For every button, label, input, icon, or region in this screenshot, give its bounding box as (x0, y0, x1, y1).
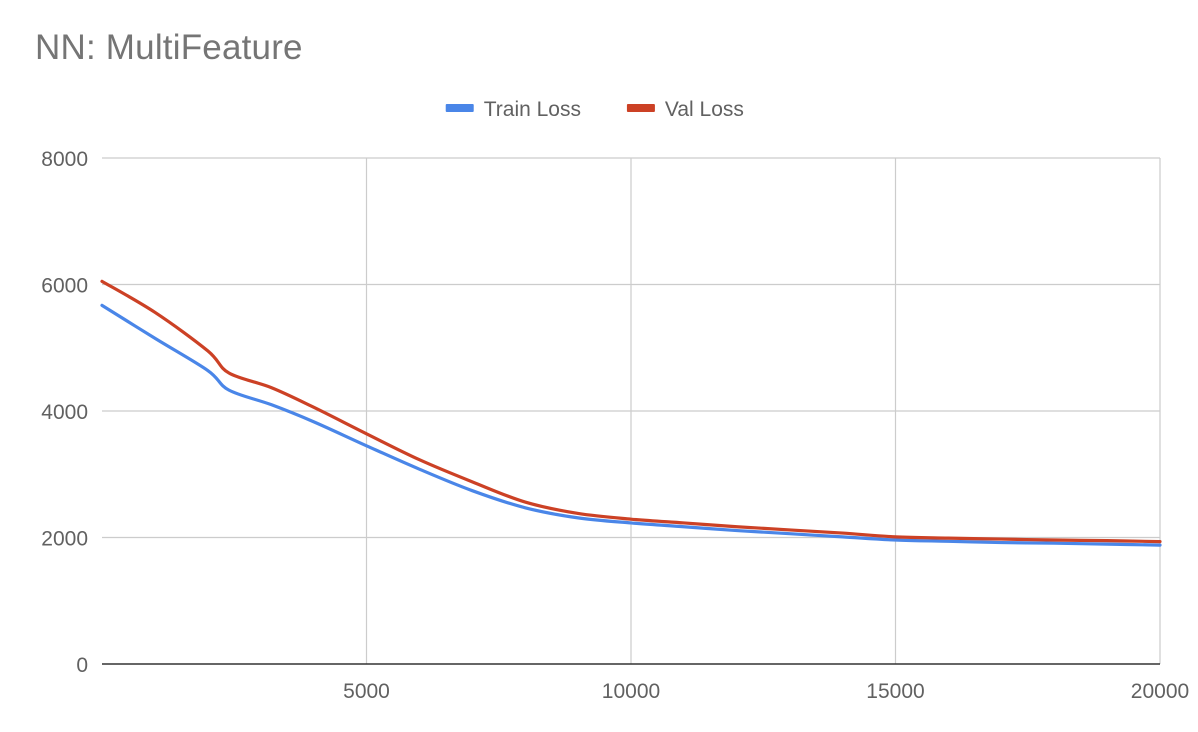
tick-labels: 0 2000 4000 6000 8000 5000 10000 15000 20000 (41, 148, 1189, 703)
grid-lines (102, 157, 1161, 664)
chart-title: NN: MultiFeature (35, 28, 303, 67)
legend: Train Loss Val Loss (445, 98, 744, 121)
x-tick-label-5000: 5000 (343, 680, 390, 703)
y-tick-label-0: 0 (76, 654, 88, 677)
y-tick-label-4000: 4000 (41, 401, 88, 424)
legend-label-train-loss: Train Loss (484, 98, 581, 121)
x-tick-label-10000: 10000 (602, 680, 660, 703)
x-tick-label-20000: 20000 (1131, 680, 1189, 703)
y-tick-label-6000: 6000 (41, 275, 88, 298)
series-lines (100, 279, 1162, 547)
y-tick-label-2000: 2000 (41, 528, 88, 551)
y-tick-label-8000: 8000 (41, 148, 88, 171)
series-line-val-loss (100, 279, 1162, 544)
legend-label-val-loss: Val Loss (665, 98, 744, 121)
legend-swatch-val-loss (626, 104, 655, 112)
legend-swatch-train-loss (445, 104, 474, 112)
x-tick-label-15000: 15000 (866, 680, 924, 703)
series-line-train-loss (100, 303, 1162, 547)
